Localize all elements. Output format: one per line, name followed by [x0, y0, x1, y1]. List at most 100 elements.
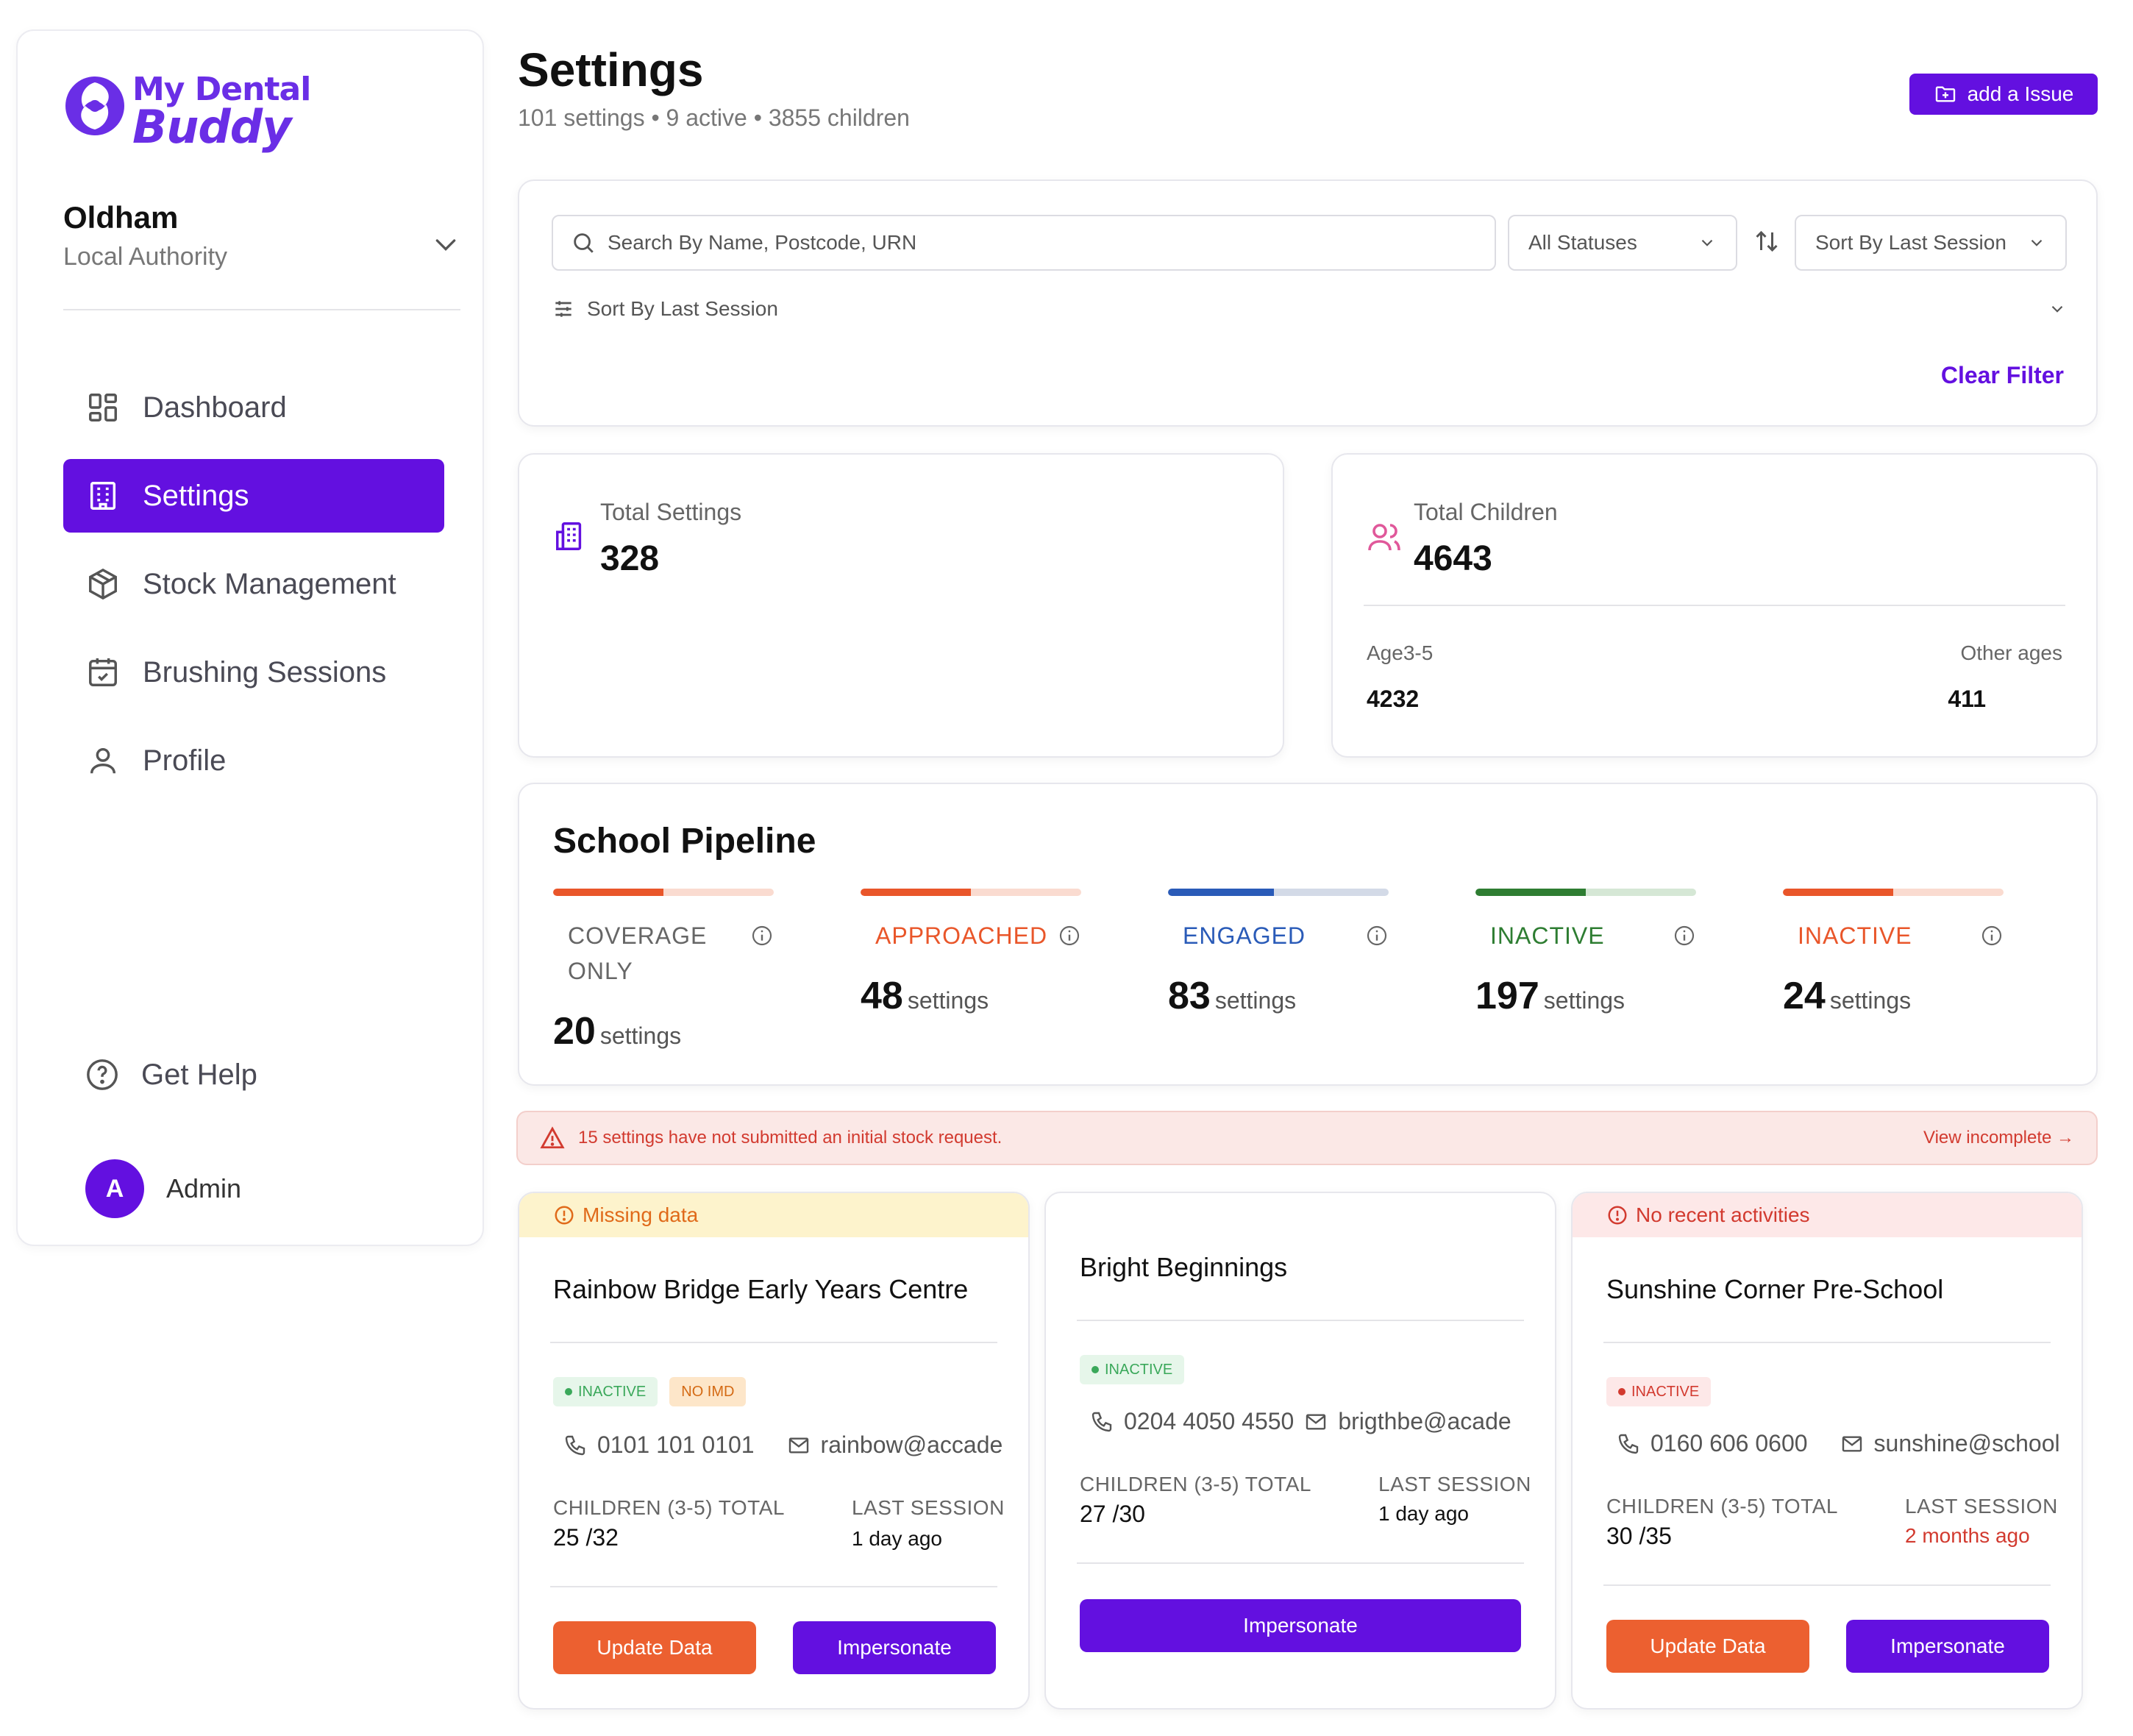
- email-address[interactable]: rainbow@accade: [820, 1431, 1003, 1458]
- page-subtitle: 101 settings • 9 active • 3855 children: [518, 104, 910, 131]
- pipeline-stage[interactable]: INACTIVE 24 settings: [1783, 889, 2004, 1018]
- sidebar-item-profile[interactable]: Profile: [63, 724, 444, 797]
- sidebar-item-settings[interactable]: Settings: [63, 459, 444, 533]
- last-session-value: 2 months ago: [1905, 1524, 2030, 1547]
- view-incomplete-link[interactable]: View incomplete →: [1923, 1128, 2074, 1148]
- stat-label: Total Children: [1414, 499, 1558, 525]
- sidebar: My Dental Buddy Oldham Local Authority D…: [16, 29, 484, 1246]
- last-session-value: 1 day ago: [1378, 1502, 1469, 1525]
- pipeline-stage[interactable]: COVERAGE ONLY 20 settings: [553, 889, 774, 1053]
- email-address[interactable]: brigthbe@acade: [1338, 1408, 1511, 1434]
- setting-card[interactable]: Missing data Rainbow Bridge Early Years …: [518, 1192, 1030, 1710]
- last-session-value: 1 day ago: [852, 1527, 942, 1550]
- setting-name[interactable]: Bright Beginnings: [1080, 1252, 1288, 1282]
- sidebar-item-dashboard[interactable]: Dashboard: [63, 371, 444, 444]
- status-badge: INACTIVE: [1080, 1355, 1185, 1384]
- pipeline-progress-fill: [1475, 889, 1586, 896]
- impersonate-button[interactable]: Impersonate: [1080, 1599, 1521, 1652]
- divider: [1364, 605, 2065, 606]
- chevron-down-icon: [2031, 239, 2043, 246]
- app-logo[interactable]: My Dental Buddy: [62, 69, 341, 154]
- sidebar-item-label: Stock Management: [143, 567, 396, 600]
- children-total-label: CHILDREN (3-5) TOTAL: [1080, 1473, 1311, 1495]
- divider: [1603, 1584, 2051, 1586]
- missing-data-banner: Missing data: [519, 1193, 1028, 1237]
- get-help-link[interactable]: Get Help: [85, 1058, 257, 1092]
- email-address[interactable]: sunshine@school: [1873, 1430, 2060, 1456]
- update-data-button[interactable]: Update Data: [553, 1621, 756, 1674]
- total-settings-card: Total Settings 328: [518, 453, 1284, 758]
- sort-select[interactable]: Sort By Last Session: [1795, 215, 2067, 271]
- info-icon[interactable]: [1980, 924, 2004, 947]
- phone-number[interactable]: 0160 606 0600: [1651, 1430, 1808, 1456]
- setting-card[interactable]: Bright Beginnings INACTIVE 0204 4050 455…: [1044, 1192, 1556, 1710]
- pipeline-stage[interactable]: ENGAGED 83 settings: [1168, 889, 1389, 1018]
- age-3-5-value: 4232: [1367, 686, 1420, 712]
- sidebar-item-label: Brushing Sessions: [143, 655, 387, 689]
- advanced-sort-label: Sort By Last Session: [587, 297, 778, 320]
- clear-filter-button[interactable]: Clear Filter: [1940, 362, 2064, 388]
- logo-swirl-icon: [65, 77, 124, 135]
- logo-text-line2: Buddy: [132, 100, 292, 154]
- phone-number[interactable]: 0101 101 0101: [597, 1431, 755, 1458]
- info-icon[interactable]: [1673, 924, 1696, 947]
- info-icon[interactable]: [1365, 924, 1389, 947]
- phone-icon: [565, 1435, 585, 1455]
- other-ages-value: 411: [1948, 686, 1986, 712]
- get-help-label: Get Help: [141, 1058, 257, 1091]
- add-issue-button[interactable]: add a Issue: [1909, 74, 2098, 115]
- contact-row: 0204 4050 4550 brigthbe@acade: [1090, 1408, 1511, 1435]
- users-icon: [1368, 524, 1400, 551]
- logo-text-line1: My Dental: [132, 71, 311, 108]
- pipeline-progress-bar: [861, 889, 1081, 896]
- org-name: Oldham: [63, 200, 179, 235]
- impersonate-button[interactable]: Impersonate: [793, 1621, 996, 1674]
- mail-icon: [1842, 1435, 1862, 1452]
- total-children-card: Total Children 4643 Age3-5 4232 Other ag…: [1331, 453, 2098, 758]
- pipeline-stage-label: ENGAGED: [1183, 922, 1306, 949]
- divider: [550, 1342, 997, 1343]
- setting-card[interactable]: No recent activities Sunshine Corner Pre…: [1571, 1192, 2083, 1710]
- chevron-down-icon[interactable]: [431, 230, 460, 259]
- user-menu[interactable]: A Admin: [85, 1159, 241, 1218]
- last-session-label: LAST SESSION: [1905, 1495, 2058, 1518]
- sidebar-item-stock-management[interactable]: Stock Management: [63, 547, 444, 621]
- contact-row: 0101 101 0101 rainbow@accade: [563, 1431, 1003, 1459]
- add-issue-label: add a Issue: [1967, 82, 2074, 105]
- search-input[interactable]: [608, 231, 1475, 255]
- org-switcher[interactable]: Oldham Local Authority: [63, 200, 460, 310]
- search-box[interactable]: [552, 215, 1496, 271]
- pipeline-stage[interactable]: APPROACHED 48 settings: [861, 889, 1081, 1018]
- pipeline-stage-label: APPROACHED: [875, 922, 1048, 949]
- chevron-down-icon[interactable]: [2048, 299, 2067, 319]
- filter-panel: All Statuses Sort By Last Session Sort B…: [518, 179, 2098, 427]
- setting-name[interactable]: Sunshine Corner Pre-School: [1606, 1274, 1944, 1304]
- no-recent-activities-banner: No recent activities: [1573, 1193, 2082, 1237]
- info-icon[interactable]: [750, 924, 774, 947]
- advanced-sort-toggle[interactable]: Sort By Last Session: [552, 297, 2067, 321]
- last-session-label: LAST SESSION: [852, 1496, 1005, 1519]
- calendar-icon: [85, 655, 121, 690]
- sidebar-item-brushing-sessions[interactable]: Brushing Sessions: [63, 636, 444, 709]
- phone-number[interactable]: 0204 4050 4550: [1124, 1408, 1295, 1434]
- children-total-label: CHILDREN (3-5) TOTAL: [1606, 1495, 1838, 1518]
- children-total-value: 30 /35: [1606, 1523, 1672, 1549]
- impersonate-button[interactable]: Impersonate: [1846, 1620, 2049, 1673]
- sidebar-item-label: Profile: [143, 744, 227, 777]
- stat-value: 4643: [1414, 539, 1492, 578]
- setting-name[interactable]: Rainbow Bridge Early Years Centre: [553, 1274, 969, 1304]
- warning-icon: [540, 1126, 565, 1149]
- status-filter-select[interactable]: All Statuses: [1508, 215, 1737, 271]
- status-filter-value: All Statuses: [1528, 231, 1637, 254]
- avatar: A: [85, 1159, 144, 1218]
- info-icon[interactable]: [1058, 924, 1081, 947]
- pipeline-stage-count: 20 settings: [553, 1010, 682, 1053]
- school-pipeline-card: School Pipeline COVERAGE ONLY 20 settings AP…: [518, 783, 2098, 1086]
- mail-icon: [1306, 1413, 1326, 1430]
- update-data-button[interactable]: Update Data: [1606, 1620, 1809, 1673]
- user-name: Admin: [166, 1173, 242, 1203]
- pipeline-progress-bar: [1475, 889, 1696, 896]
- status-badges: INACTIVE: [1080, 1355, 1185, 1384]
- pipeline-stage[interactable]: INACTIVE 197 settings: [1475, 889, 1696, 1018]
- sort-direction-icon[interactable]: [1753, 228, 1780, 255]
